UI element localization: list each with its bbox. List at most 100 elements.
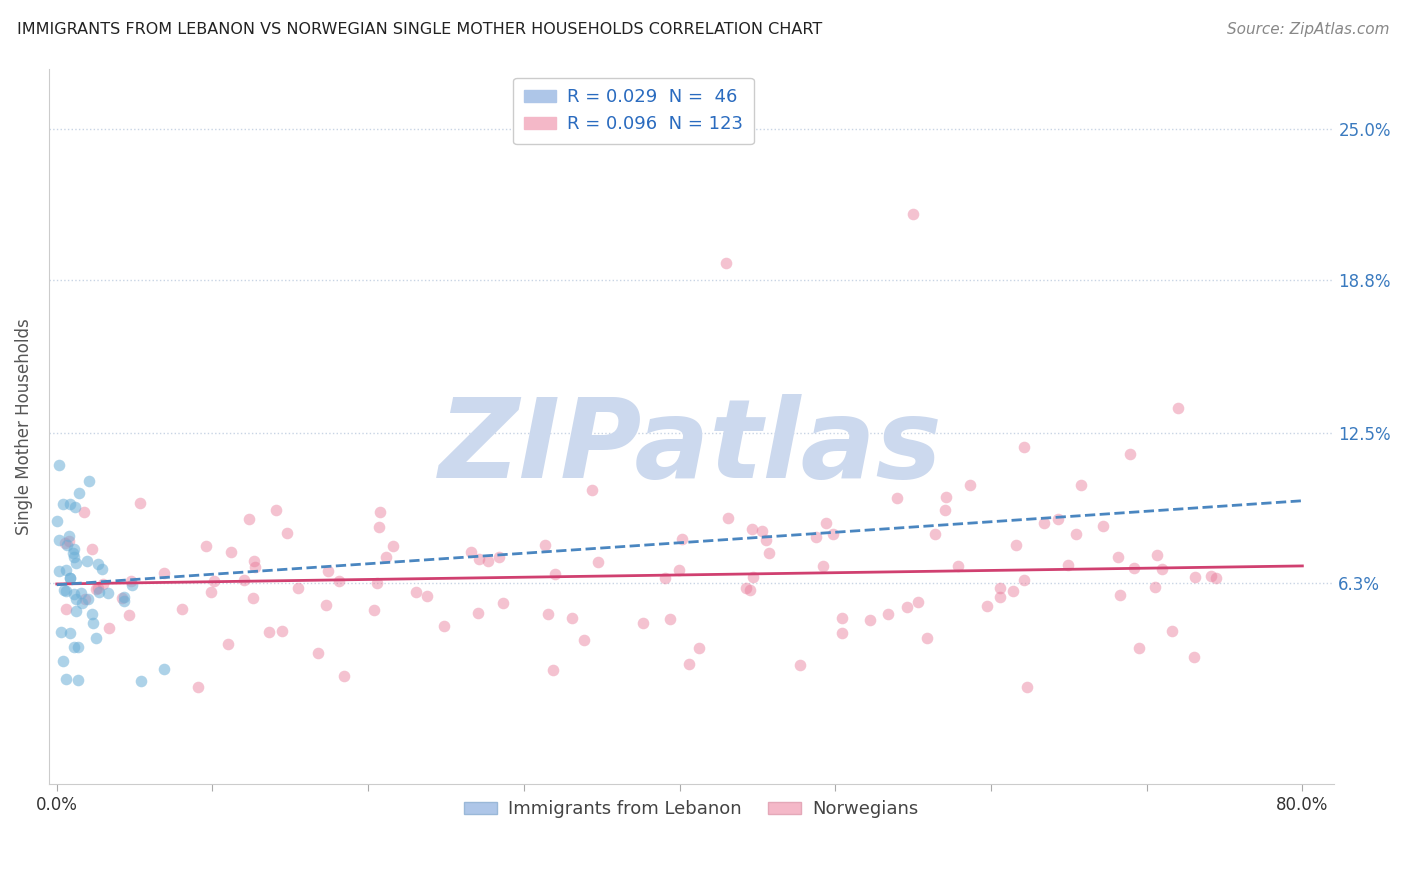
Point bbox=[187, 681, 209, 695]
Point bbox=[62, 546, 84, 560]
Point bbox=[328, 574, 350, 588]
Point bbox=[52, 654, 75, 668]
Point bbox=[959, 478, 981, 492]
Point bbox=[1046, 511, 1069, 525]
Point bbox=[735, 581, 758, 595]
Point bbox=[232, 573, 254, 587]
Point bbox=[243, 554, 266, 568]
Point bbox=[1123, 560, 1146, 574]
Point bbox=[48, 564, 70, 578]
Point bbox=[49, 625, 72, 640]
Legend: Immigrants from Lebanon, Norwegians: Immigrants from Lebanon, Norwegians bbox=[457, 793, 925, 825]
Point bbox=[859, 613, 882, 627]
Point bbox=[48, 533, 70, 547]
Point bbox=[55, 584, 77, 599]
Point bbox=[1161, 624, 1184, 638]
Point bbox=[1057, 558, 1080, 572]
Point bbox=[741, 522, 763, 536]
Point bbox=[363, 603, 385, 617]
Point bbox=[73, 505, 96, 519]
Point bbox=[823, 526, 845, 541]
Point bbox=[243, 559, 266, 574]
Point bbox=[202, 574, 225, 588]
Point bbox=[55, 563, 77, 577]
Point bbox=[741, 570, 763, 584]
Point bbox=[738, 583, 761, 598]
Point bbox=[1205, 570, 1227, 584]
Point bbox=[1091, 519, 1114, 533]
Point bbox=[658, 612, 681, 626]
Point bbox=[1144, 580, 1167, 594]
Point bbox=[58, 529, 80, 543]
Point bbox=[67, 485, 90, 500]
Point bbox=[976, 599, 998, 614]
Point bbox=[789, 658, 811, 673]
Point bbox=[65, 556, 87, 570]
Point bbox=[1150, 561, 1173, 575]
Point bbox=[121, 578, 143, 592]
Point bbox=[886, 491, 908, 505]
Point bbox=[110, 591, 132, 605]
Point bbox=[118, 607, 141, 622]
Point bbox=[82, 615, 104, 630]
Point bbox=[46, 514, 69, 528]
Point bbox=[170, 602, 193, 616]
Point bbox=[1118, 447, 1140, 461]
Point bbox=[717, 511, 740, 525]
Point bbox=[381, 540, 404, 554]
Point bbox=[97, 585, 120, 599]
Point bbox=[129, 673, 152, 688]
Point bbox=[276, 526, 298, 541]
Point bbox=[73, 592, 96, 607]
Point bbox=[831, 626, 853, 640]
Point bbox=[813, 558, 835, 573]
Point bbox=[69, 586, 91, 600]
Point bbox=[62, 549, 84, 564]
Point bbox=[62, 541, 84, 556]
Point bbox=[76, 591, 98, 606]
Point bbox=[934, 490, 956, 504]
Point bbox=[1167, 401, 1189, 416]
Text: ZIPatlas: ZIPatlas bbox=[439, 394, 943, 501]
Point bbox=[536, 607, 558, 621]
Point bbox=[59, 626, 82, 640]
Point bbox=[242, 591, 264, 606]
Point bbox=[221, 544, 243, 558]
Point bbox=[91, 576, 114, 591]
Point bbox=[1012, 573, 1035, 587]
Point bbox=[195, 539, 218, 553]
Point bbox=[152, 662, 174, 676]
Point bbox=[112, 593, 135, 607]
Point bbox=[477, 554, 499, 568]
Point bbox=[831, 610, 853, 624]
Point bbox=[370, 505, 392, 519]
Point bbox=[586, 555, 609, 569]
Point bbox=[460, 545, 482, 559]
Point bbox=[1001, 583, 1024, 598]
Point bbox=[52, 497, 75, 511]
Point bbox=[1109, 589, 1132, 603]
Point bbox=[82, 607, 104, 621]
Point bbox=[688, 640, 710, 655]
Point bbox=[467, 606, 489, 620]
Point bbox=[65, 591, 87, 606]
Point bbox=[668, 563, 690, 577]
Point bbox=[1064, 526, 1087, 541]
Point bbox=[804, 530, 827, 544]
Point bbox=[433, 619, 456, 633]
Point bbox=[1128, 641, 1150, 656]
Point bbox=[66, 640, 89, 654]
Point bbox=[368, 520, 391, 534]
Point bbox=[77, 474, 100, 488]
Point bbox=[544, 566, 567, 581]
Point bbox=[63, 587, 86, 601]
Point bbox=[988, 590, 1011, 604]
Point bbox=[120, 574, 142, 588]
Point bbox=[405, 584, 427, 599]
Point bbox=[56, 538, 79, 552]
Y-axis label: Single Mother Households: Single Mother Households bbox=[15, 318, 32, 535]
Point bbox=[257, 625, 280, 640]
Point bbox=[84, 631, 107, 645]
Point bbox=[678, 657, 700, 671]
Point bbox=[1184, 570, 1206, 584]
